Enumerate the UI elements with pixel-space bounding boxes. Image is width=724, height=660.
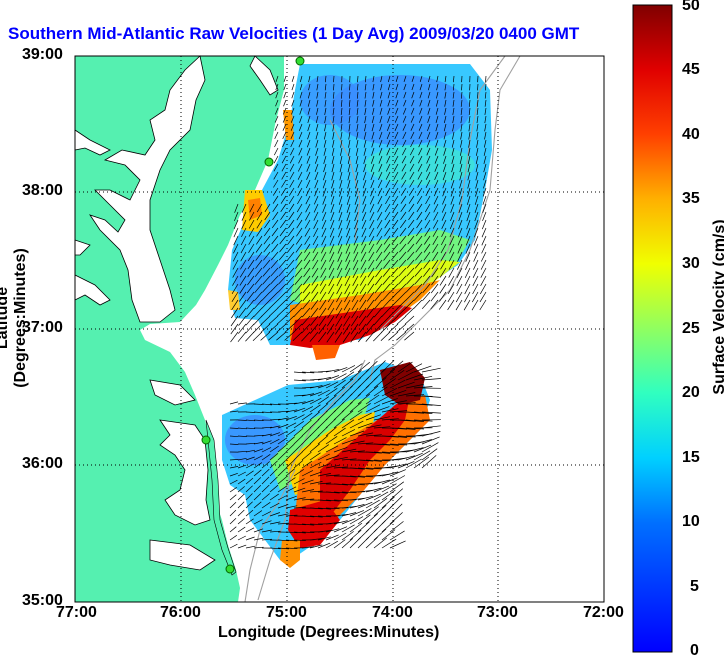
colorbar-tick: 0 [690, 642, 699, 660]
colorbar [633, 5, 672, 652]
velocity-arrow [246, 412, 255, 413]
y-tick: 39:00 [22, 46, 63, 64]
colorbar-tick: 25 [682, 320, 700, 338]
x-tick: 72:00 [583, 604, 624, 622]
colorbar-tick: 40 [682, 126, 700, 144]
colorbar-tick: 10 [682, 513, 700, 531]
colorbar-tick: 50 [682, 0, 700, 15]
colorbar-tick: 35 [682, 190, 700, 208]
velocity-arrow [350, 84, 351, 90]
colorbar-tick: 15 [682, 449, 700, 467]
velocity-arrow [486, 76, 487, 82]
velocity-arrow [334, 76, 335, 82]
station-marker [265, 158, 273, 166]
colorbar-tick: 30 [682, 255, 700, 273]
x-axis-label: Longitude (Degrees:Minutes) [218, 624, 439, 642]
colorbar-tick: 45 [682, 61, 700, 79]
y-tick: 35:00 [22, 592, 63, 610]
station-marker [226, 565, 234, 573]
velocity-arrow [238, 420, 247, 421]
x-tick: 74:00 [372, 604, 413, 622]
y-tick: 38:00 [22, 182, 63, 200]
velocity-arrow [358, 76, 359, 82]
x-tick: 75:00 [266, 604, 307, 622]
station-marker [296, 57, 304, 65]
velocity-arrow [342, 84, 343, 90]
y-axis-label: Latitude (Degrees:Minutes) [0, 218, 30, 418]
y-tick: 36:00 [22, 455, 63, 473]
x-tick: 76:00 [160, 604, 201, 622]
velocity-arrow [478, 84, 479, 90]
station-marker [202, 436, 210, 444]
velocity-arrow [230, 428, 238, 429]
colorbar-label: Surface Velocity (cm/s) [711, 207, 724, 407]
velocity-arrow [462, 84, 463, 90]
colorbar-tick: 5 [690, 578, 699, 596]
x-tick: 73:00 [477, 604, 518, 622]
colorbar-tick: 20 [682, 384, 700, 402]
